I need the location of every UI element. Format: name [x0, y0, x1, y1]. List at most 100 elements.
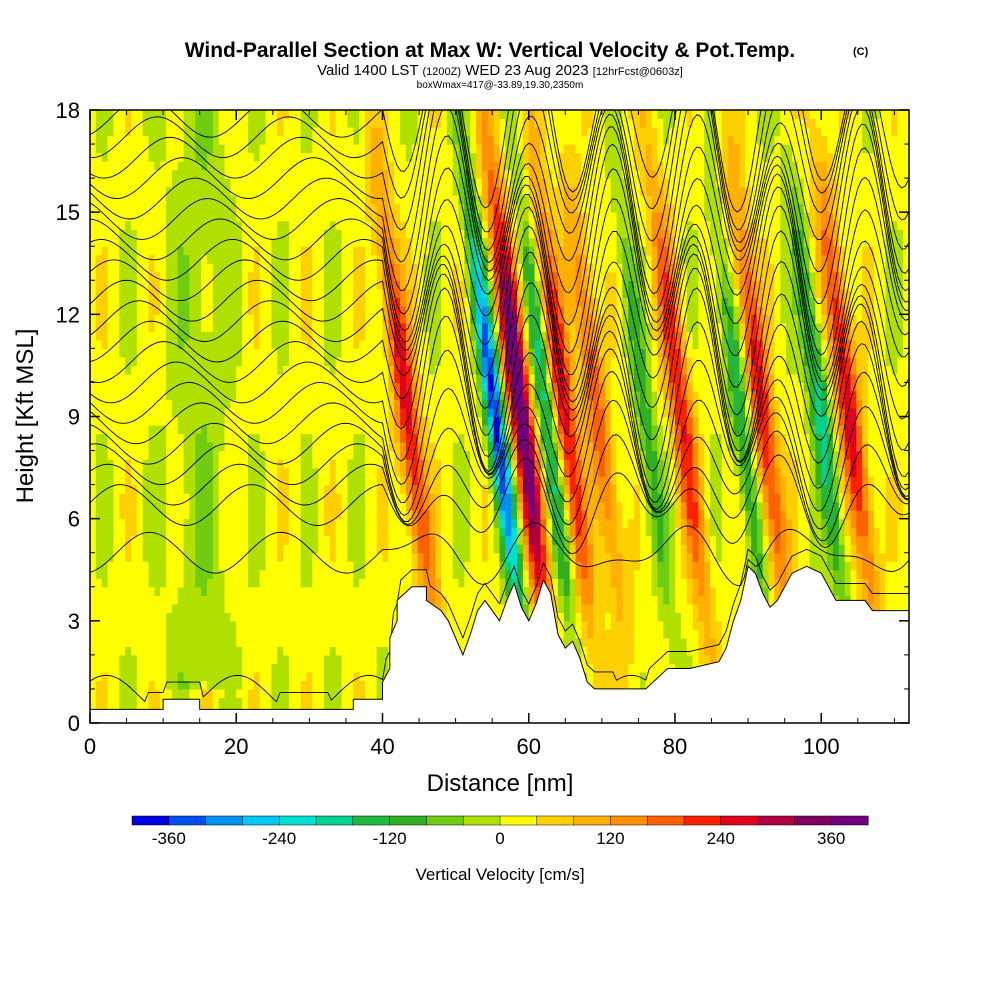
- velocity-cell: [259, 195, 267, 205]
- velocity-cell: [125, 586, 132, 596]
- velocity-cell: [95, 305, 103, 315]
- velocity-cell: [259, 535, 267, 545]
- velocity-cell: [359, 680, 366, 690]
- velocity-cell: [207, 552, 214, 562]
- velocity-cell: [429, 229, 436, 239]
- velocity-cell: [481, 314, 489, 324]
- velocity-cell: [218, 535, 226, 545]
- velocity-cell: [90, 314, 97, 324]
- velocity-cell: [130, 237, 138, 247]
- velocity-cell: [224, 314, 231, 324]
- velocity-cell: [411, 135, 419, 145]
- velocity-cell: [230, 229, 237, 239]
- velocity-cell: [101, 612, 109, 622]
- velocity-cell: [329, 688, 337, 699]
- velocity-cell: [166, 501, 173, 511]
- velocity-cell: [218, 654, 226, 664]
- velocity-cell: [101, 348, 109, 358]
- velocity-cell: [335, 203, 343, 213]
- velocity-cell: [207, 595, 214, 605]
- velocity-cell: [230, 663, 237, 673]
- velocity-cell: [154, 297, 161, 307]
- velocity-cell: [364, 127, 372, 137]
- velocity-cell: [154, 127, 161, 137]
- velocity-cell: [154, 246, 161, 256]
- velocity-cell: [230, 637, 237, 647]
- velocity-cell: [95, 680, 103, 690]
- velocity-cell: [341, 416, 348, 426]
- velocity-cell: [335, 178, 343, 188]
- velocity-cell: [329, 425, 337, 435]
- velocity-cell: [382, 271, 389, 281]
- velocity-cell: [224, 246, 231, 256]
- velocity-cell: [481, 356, 489, 367]
- velocity-cell: [405, 331, 413, 341]
- velocity-cell: [294, 212, 302, 222]
- velocity-cell: [271, 586, 278, 596]
- velocity-cell: [236, 654, 243, 664]
- velocity-cell: [370, 569, 378, 579]
- velocity-cell: [441, 561, 448, 571]
- velocity-cell: [335, 416, 343, 426]
- velocity-cell: [224, 127, 231, 137]
- velocity-cell: [458, 450, 465, 460]
- velocity-cell: [160, 561, 167, 571]
- velocity-cell: [271, 195, 278, 205]
- velocity-cell: [101, 246, 109, 256]
- velocity-cell: [142, 433, 150, 443]
- velocity-cell: [464, 110, 471, 120]
- velocity-cell: [125, 203, 132, 213]
- velocity-cell: [171, 620, 179, 630]
- velocity-cell: [370, 646, 378, 656]
- velocity-cell: [242, 620, 249, 630]
- velocity-cell: [458, 595, 465, 605]
- velocity-cell: [154, 620, 161, 630]
- velocity-cell: [113, 288, 120, 298]
- velocity-cell: [312, 246, 319, 256]
- velocity-cell: [154, 442, 161, 452]
- velocity-cell: [125, 425, 132, 435]
- velocity-cell: [95, 637, 103, 647]
- velocity-cell: [171, 288, 179, 298]
- velocity-cell: [154, 476, 161, 486]
- velocity-cell: [470, 195, 477, 205]
- velocity-cell: [347, 510, 354, 520]
- velocity-cell: [218, 390, 226, 401]
- velocity-cell: [341, 152, 348, 162]
- velocity-cell: [312, 569, 319, 579]
- velocity-cell: [458, 254, 465, 264]
- velocity-cell: [247, 135, 255, 145]
- velocity-cell: [405, 246, 413, 256]
- velocity-cell: [400, 169, 407, 179]
- velocity-cell: [242, 212, 249, 222]
- velocity-cell: [458, 612, 465, 622]
- velocity-cell: [113, 637, 120, 647]
- velocity-cell: [195, 603, 202, 613]
- velocity-cell: [353, 459, 360, 469]
- velocity-cell: [90, 544, 97, 554]
- velocity-cell: [411, 339, 419, 349]
- velocity-cell: [476, 442, 483, 452]
- velocity-cell: [283, 220, 290, 230]
- velocity-cell: [288, 467, 296, 477]
- velocity-cell: [464, 331, 471, 341]
- velocity-cell: [177, 442, 185, 452]
- velocity-cell: [487, 288, 495, 298]
- velocity-cell: [177, 416, 185, 426]
- velocity-cell: [435, 314, 442, 324]
- velocity-cell: [400, 399, 407, 409]
- velocity-cell: [476, 339, 483, 349]
- velocity-cell: [101, 467, 109, 477]
- velocity-cell: [101, 288, 109, 298]
- velocity-cell: [90, 212, 97, 222]
- velocity-cell: [394, 569, 401, 579]
- velocity-cell: [113, 110, 120, 120]
- velocity-cell: [364, 331, 372, 341]
- velocity-cell: [441, 399, 448, 409]
- velocity-cell: [347, 425, 354, 435]
- velocity-cell: [265, 169, 272, 179]
- velocity-cell: [324, 186, 331, 196]
- velocity-cell: [271, 127, 278, 137]
- velocity-cell: [119, 476, 126, 486]
- velocity-cell: [288, 535, 296, 545]
